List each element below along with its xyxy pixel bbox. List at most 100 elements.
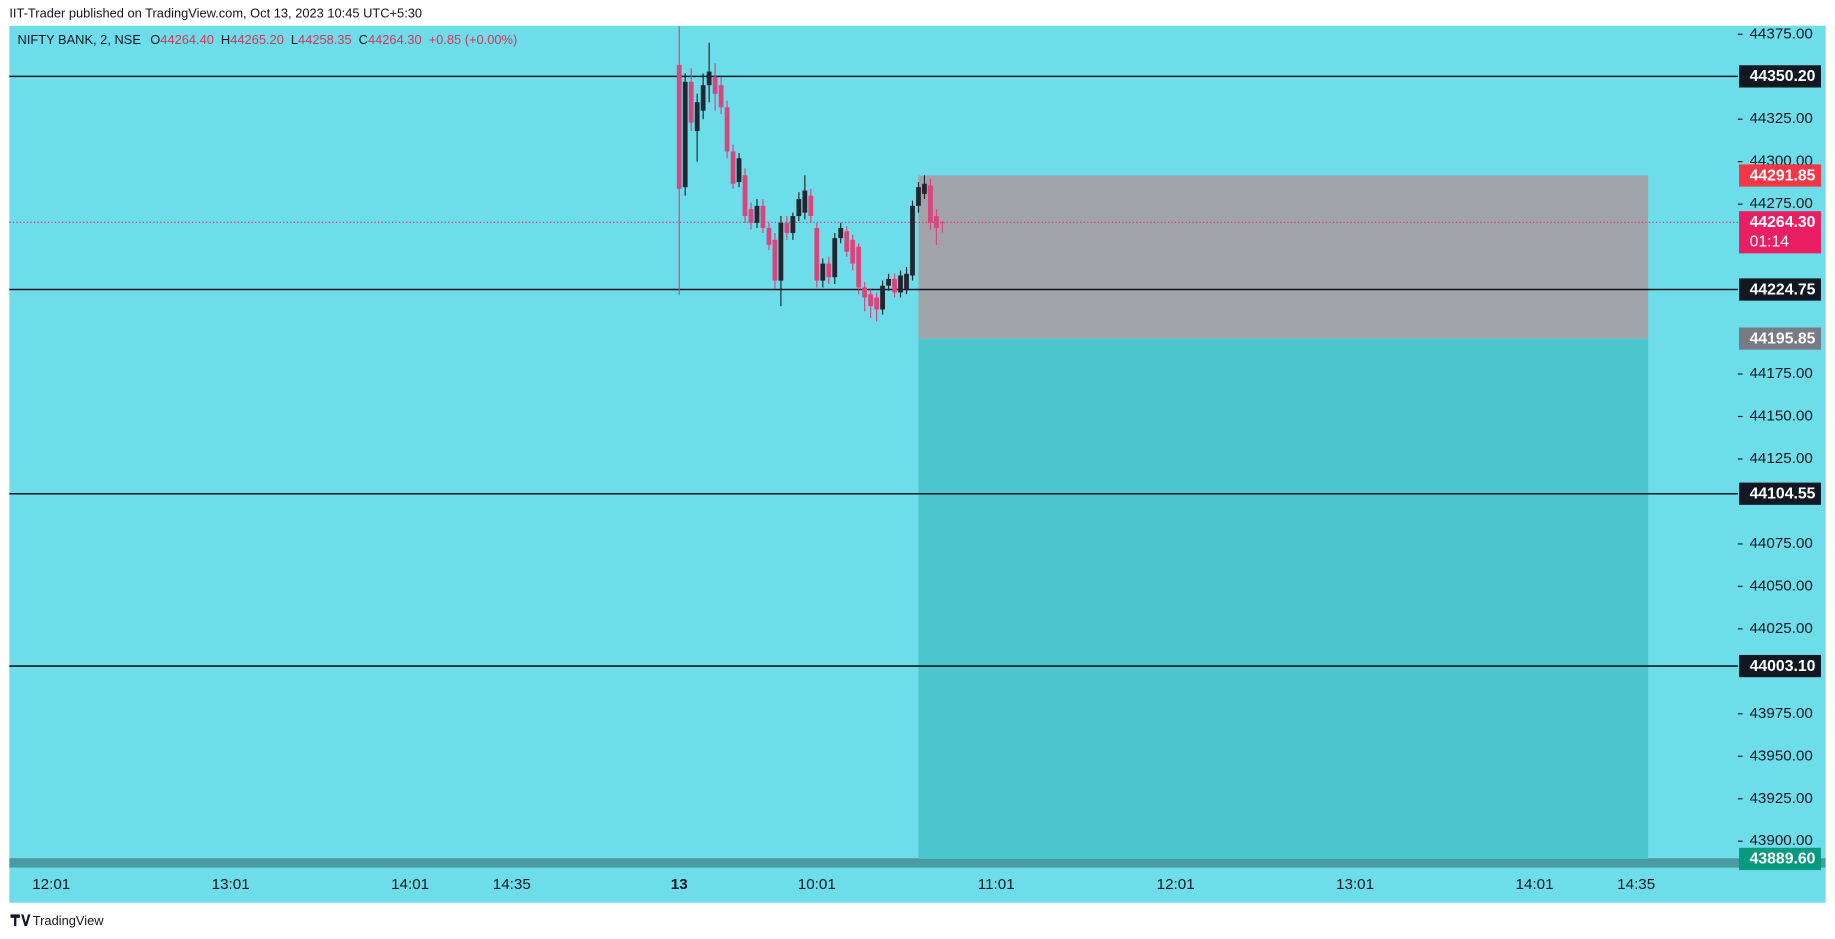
legend-change: +0.85 (+0.00%) <box>429 32 518 47</box>
candle-body <box>934 216 939 228</box>
candle-body <box>874 297 879 310</box>
candle-body <box>892 278 897 293</box>
x-tick-label: 13 <box>671 876 688 893</box>
entry-label-box <box>1739 327 1821 350</box>
y-tick-label: 43900.00 <box>1749 832 1812 849</box>
x-tick-label: 12:01 <box>1157 876 1195 893</box>
candle-body <box>742 175 748 217</box>
candle-body <box>802 190 808 213</box>
legend-key: L <box>291 32 298 47</box>
legend-key: O <box>150 32 160 47</box>
x-tick-label: 14:35 <box>1617 876 1655 893</box>
y-tick-label: 44175.00 <box>1749 365 1812 382</box>
candle-body <box>724 107 730 152</box>
candle-body <box>910 205 915 276</box>
footer: TradingView <box>33 913 104 928</box>
last-price-label-countdown: 01:14 <box>1750 233 1790 250</box>
y-tick-label: 44150.00 <box>1749 408 1812 425</box>
y-tick-label: 43975.00 <box>1749 705 1812 722</box>
candle-body <box>688 81 694 123</box>
candle-body <box>682 81 688 188</box>
entry-label: 44195.85 <box>1750 330 1816 347</box>
candle-body <box>766 227 772 245</box>
candle-body <box>928 185 933 223</box>
candle-body <box>736 158 742 183</box>
last-price-label: 44264.30 <box>1750 214 1816 231</box>
header: IIT-Trader published on TradingView.com,… <box>9 5 422 20</box>
stop-label: 44291.85 <box>1750 167 1816 184</box>
level-label: 44003.10 <box>1750 658 1816 675</box>
candle-body <box>790 216 796 234</box>
y-tick-label: 44375.00 <box>1749 25 1812 42</box>
last-price-label-box <box>1739 211 1821 254</box>
x-tick-label: 13:01 <box>1336 876 1374 893</box>
candle-body <box>844 231 850 252</box>
legend-title: NIFTY BANK, 2, NSE <box>18 32 142 47</box>
candle-body <box>808 195 814 217</box>
y-tick-label: 44125.00 <box>1749 450 1812 467</box>
level-label: 44224.75 <box>1750 281 1816 298</box>
candle-body <box>916 187 921 206</box>
candle-body <box>814 227 820 281</box>
candle-body <box>898 275 903 293</box>
legend-value: 44265.20 <box>230 32 284 47</box>
target-label-box <box>1739 847 1821 871</box>
candle-body <box>832 238 838 278</box>
candle-body <box>748 209 754 223</box>
legend: NIFTY BANK, 2, NSE O44264.40 H44265.20 L442… <box>18 32 518 47</box>
candle-body <box>904 273 909 290</box>
legend-key: C <box>359 32 368 47</box>
candle-body <box>886 278 891 286</box>
candle-body <box>730 151 736 184</box>
level-label-box <box>1739 482 1821 505</box>
candle-body <box>718 85 724 108</box>
stop-zone <box>918 175 1649 339</box>
candle-body <box>940 222 945 224</box>
logo <box>10 914 31 927</box>
candle-body <box>922 183 927 194</box>
x-tick-label: 11:01 <box>978 876 1015 893</box>
candle-body <box>706 71 712 86</box>
x-tick-label: 13:01 <box>212 876 250 893</box>
candle-body <box>694 102 700 132</box>
stop-label-box <box>1739 164 1821 187</box>
legend-key: H <box>221 32 230 47</box>
level-label-box <box>1739 278 1821 301</box>
legend-value: 44258.35 <box>298 32 352 47</box>
y-tick-label: 44325.00 <box>1749 110 1812 127</box>
candle-body <box>772 239 778 281</box>
x-tick-label: 14:01 <box>1515 876 1553 893</box>
candle-body <box>862 287 868 298</box>
legend-value: 44264.40 <box>160 32 214 47</box>
candle-body <box>760 205 766 228</box>
y-tick-label: 43950.00 <box>1749 747 1812 764</box>
candle-body <box>868 294 874 307</box>
candle-body <box>820 263 826 281</box>
y-tick-label: 44075.00 <box>1749 535 1812 552</box>
candle-body <box>754 205 760 223</box>
x-tick-label: 14:35 <box>493 876 531 893</box>
candle-body <box>880 285 885 310</box>
level-label: 44104.55 <box>1750 485 1816 502</box>
level-label-box <box>1739 65 1821 88</box>
candle-body <box>700 85 706 111</box>
candle-body <box>838 227 844 239</box>
candle-body <box>778 222 784 281</box>
candle-body <box>856 246 862 288</box>
target-zone <box>918 338 1649 859</box>
level-label: 44350.20 <box>1750 68 1816 85</box>
y-tick-label: 44050.00 <box>1749 577 1812 594</box>
x-tick-label: 14:01 <box>391 876 429 893</box>
scroll-bar <box>9 858 1826 868</box>
candle-body <box>712 76 718 94</box>
candle-body <box>784 222 790 234</box>
y-tick-label: 44275.00 <box>1749 195 1812 212</box>
legend-value: 44264.30 <box>368 32 422 47</box>
candle-body <box>826 263 832 278</box>
candle-body <box>850 239 856 264</box>
candle-body <box>796 199 802 217</box>
x-tick-label: 10:01 <box>798 876 836 893</box>
level-label-box <box>1739 654 1821 678</box>
candle-body <box>676 64 682 189</box>
